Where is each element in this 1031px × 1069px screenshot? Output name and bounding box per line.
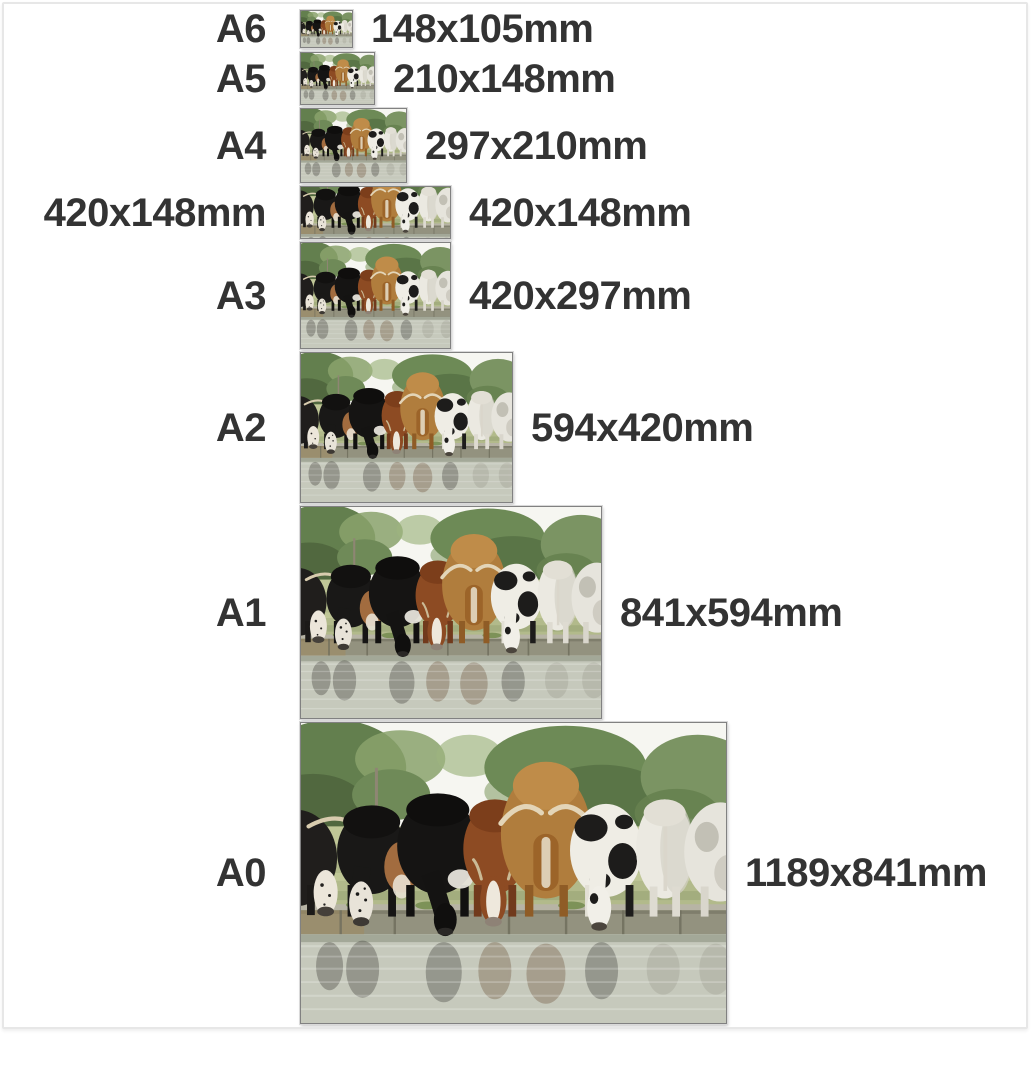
paper-size-label-a4: A4 bbox=[215, 123, 267, 168]
cow-photo-a0 bbox=[300, 722, 727, 1024]
paper-dimensions-a0: 1189x841mm bbox=[745, 851, 987, 895]
cow-scene-illustration bbox=[301, 723, 726, 1023]
paper-dimensions-a5: 210x148mm bbox=[393, 56, 616, 101]
paper-size-label-420x148: 420x148mm bbox=[43, 190, 267, 235]
cow-photo-a3 bbox=[300, 242, 451, 349]
cow-photo-a1 bbox=[300, 506, 602, 719]
cow-scene-illustration bbox=[301, 53, 374, 104]
size-row-a4: A4 297x210mm bbox=[4, 108, 1026, 183]
paper-size-label-a2: A2 bbox=[215, 405, 267, 450]
cow-photo-420x148 bbox=[300, 186, 451, 239]
cow-photo-a4 bbox=[300, 108, 407, 183]
cow-photo-a6 bbox=[300, 10, 353, 48]
size-row-a6: A6 148x105mm bbox=[4, 9, 1026, 49]
paper-dimensions-420x148: 420x148mm bbox=[469, 190, 692, 235]
paper-size-label-a0: A0 bbox=[215, 851, 267, 895]
size-row-a5: A5 210x148mm bbox=[4, 52, 1026, 105]
cow-scene-illustration bbox=[301, 243, 450, 348]
cow-photo-a2 bbox=[300, 352, 513, 503]
size-row-a2: A2 594x420mm bbox=[4, 352, 1026, 503]
cow-scene-illustration bbox=[301, 109, 406, 182]
paper-dimensions-a4: 297x210mm bbox=[425, 123, 648, 168]
paper-dimensions-a3: 420x297mm bbox=[469, 273, 692, 318]
size-rows: A6 148x105mm A5 210x148mm A4 297x210mm 4… bbox=[4, 4, 1026, 1024]
size-row-420x148: 420x148mm 420x148mm bbox=[4, 186, 1026, 239]
paper-size-label-a6: A6 bbox=[215, 7, 267, 51]
cow-scene-illustration bbox=[301, 353, 512, 502]
size-chart-card: A6 148x105mm A5 210x148mm A4 297x210mm 4… bbox=[2, 2, 1028, 1029]
paper-dimensions-a6: 148x105mm bbox=[371, 7, 594, 51]
size-row-a1: A1 841x594mm bbox=[4, 506, 1026, 719]
paper-size-label-a5: A5 bbox=[215, 56, 267, 101]
size-row-a0: A0 1189x841mm bbox=[4, 722, 1026, 1024]
paper-dimensions-a1: 841x594mm bbox=[620, 590, 843, 635]
paper-size-label-a1: A1 bbox=[215, 590, 267, 635]
size-row-a3: A3 420x297mm bbox=[4, 242, 1026, 349]
paper-size-label-a3: A3 bbox=[215, 273, 267, 318]
cow-scene-illustration bbox=[301, 187, 450, 238]
cow-photo-a5 bbox=[300, 52, 375, 105]
cow-scene-illustration bbox=[301, 507, 601, 718]
paper-dimensions-a2: 594x420mm bbox=[531, 405, 754, 450]
cow-scene-illustration bbox=[301, 11, 352, 47]
